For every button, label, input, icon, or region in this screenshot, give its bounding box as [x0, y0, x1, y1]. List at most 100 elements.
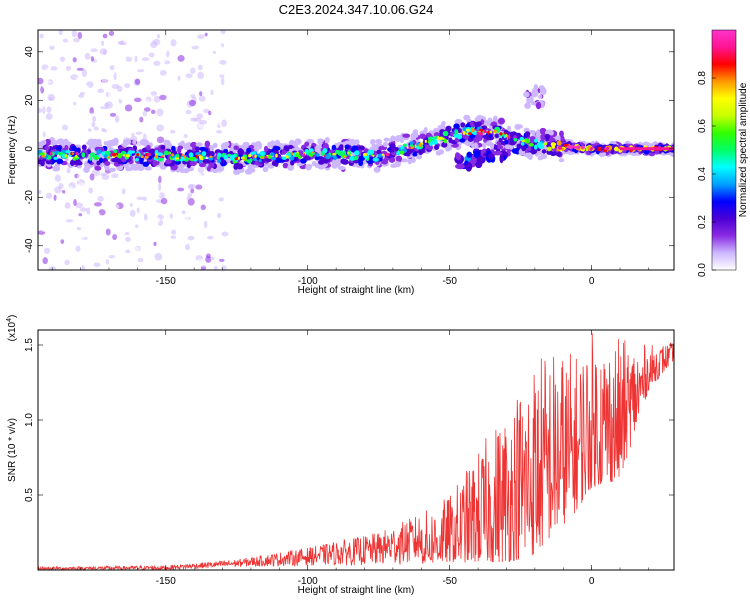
spectrogram-noise-cell	[192, 40, 196, 47]
spectrogram-cell	[94, 165, 102, 171]
spectrogram-noise-cell	[79, 253, 87, 259]
spectrogram-cell	[395, 155, 403, 162]
spectrogram-cell	[540, 133, 545, 140]
spectrogram-cell	[448, 137, 453, 144]
spectrogram-noise-cell	[90, 48, 98, 53]
spectrogram-noise-cell	[170, 39, 177, 47]
spectrogram-cell	[201, 151, 207, 157]
spectrogram-cell	[426, 132, 432, 138]
spectrogram-noise-cell	[169, 213, 173, 219]
spectrogram-noise-cell	[69, 205, 76, 212]
spectrogram-noise-cell	[65, 219, 74, 223]
spectrogram-cell	[44, 138, 52, 146]
spectrogram-noise-cell	[153, 259, 160, 266]
spectrogram-cell	[358, 145, 365, 151]
spectrogram-cell	[237, 148, 244, 155]
spectrogram-cell	[212, 142, 218, 149]
spectrogram-noise-cell	[44, 80, 52, 84]
spectrogram-noise-cell	[199, 130, 206, 134]
spectrogram-frame	[37, 29, 675, 271]
spectrogram-cell	[535, 101, 542, 110]
spectrogram-cell	[473, 150, 481, 159]
spectrogram-noise-cell	[125, 242, 131, 251]
spectrogram-cell	[199, 146, 206, 151]
spectrogram-noise-cell	[81, 265, 86, 270]
spectrogram-noise-cell	[204, 32, 208, 37]
spectrogram-cell	[140, 155, 144, 159]
spectrogram-cell	[557, 146, 563, 150]
spectrogram-noise-cell	[134, 90, 140, 97]
spectrogram-noise-cell	[156, 108, 164, 117]
spectrogram-noise-cell	[58, 30, 63, 36]
spectrogram-cell	[50, 139, 58, 147]
spectrogram-noise-cell	[153, 169, 159, 174]
spectrogram-y-tick-label: -20	[24, 190, 35, 205]
spectrogram-cell	[154, 154, 159, 159]
spectrogram-noise-cell	[219, 258, 225, 263]
spectrogram-x-tick-label: -50	[442, 276, 457, 287]
spectrogram-cell	[494, 133, 500, 139]
spectrogram-cell	[514, 124, 521, 130]
spectrogram-cell	[505, 133, 508, 138]
spectrogram-noise-cell	[102, 33, 108, 39]
colorbar-tick-label: 0.2	[697, 215, 708, 229]
spectrogram-noise-cell	[45, 192, 53, 199]
spectrogram-noise-cell	[219, 59, 227, 65]
spectrogram-noise-cell	[82, 108, 90, 112]
spectrogram-cell	[535, 133, 541, 138]
spectrogram-cell	[482, 134, 490, 139]
spectrogram-noise-cell	[100, 172, 107, 177]
spectrogram-noise-cell	[199, 91, 203, 97]
spectrogram-noise-cell	[55, 121, 59, 129]
spectrogram-noise-cell	[70, 88, 76, 96]
spectrogram-noise-cell	[194, 58, 198, 65]
spectrogram-cell	[393, 147, 400, 152]
spectrogram-noise-cell	[174, 70, 182, 76]
spectrogram-noise-cell	[185, 62, 192, 71]
spectrogram-noise-cell	[150, 91, 158, 96]
spectrogram-cell	[56, 138, 65, 145]
spectrogram-cell	[575, 145, 580, 149]
spectrogram-cell	[414, 144, 417, 148]
snr-multiplier-exponent: 4	[6, 318, 13, 322]
spectrogram-noise-cell	[38, 189, 42, 195]
spectrogram-cell	[396, 150, 401, 156]
spectrogram-noise-cell	[181, 84, 188, 92]
spectrogram-noise-cell	[79, 172, 85, 180]
spectrogram-noise-cell	[191, 246, 200, 250]
spectrogram-noise-cell	[137, 69, 145, 73]
spectrogram-noise-cell	[93, 202, 102, 207]
spectrogram-cell	[252, 157, 257, 162]
spectrogram-noise-cell	[73, 37, 80, 43]
spectrogram-noise-cell	[125, 213, 130, 218]
spectrogram-cell	[223, 149, 229, 154]
spectrogram-cell	[303, 153, 306, 157]
spectrogram-cell	[524, 102, 531, 109]
spectrogram-cell	[112, 152, 117, 157]
spectrogram-noise-cell	[143, 239, 148, 243]
spectrogram-noise-cell	[142, 99, 151, 104]
spectrogram-cell	[247, 164, 253, 171]
spectrogram-noise-cell	[197, 34, 205, 40]
spectrogram-cell	[96, 138, 102, 146]
spectrogram-noise-cell	[185, 189, 190, 194]
spectrogram-noise-cell	[158, 175, 162, 184]
spectrogram-cell	[350, 153, 353, 157]
snr-x-tick-label: -50	[442, 576, 457, 587]
spectrogram-cell	[81, 152, 86, 158]
spectrogram-noise-cell	[61, 48, 67, 53]
spectrogram-noise-cell	[211, 118, 220, 122]
spectrogram-noise-cell	[60, 239, 65, 244]
spectrogram-cell	[614, 146, 619, 152]
spectrogram-noise-cell	[162, 33, 171, 40]
spectrogram-noise-cell	[190, 94, 196, 98]
spectrogram-noise-cell	[72, 57, 77, 63]
spectrogram-noise-cell	[112, 233, 118, 241]
spectrogram-cell	[246, 159, 252, 164]
spectrogram-noise-cell	[126, 128, 130, 136]
spectrogram-cell	[200, 162, 206, 167]
spectrogram-noise-cell	[70, 171, 76, 176]
spectrogram-noise-cell	[38, 108, 43, 113]
spectrogram-noise-cell	[169, 80, 176, 88]
spectrogram-cell	[109, 167, 116, 172]
